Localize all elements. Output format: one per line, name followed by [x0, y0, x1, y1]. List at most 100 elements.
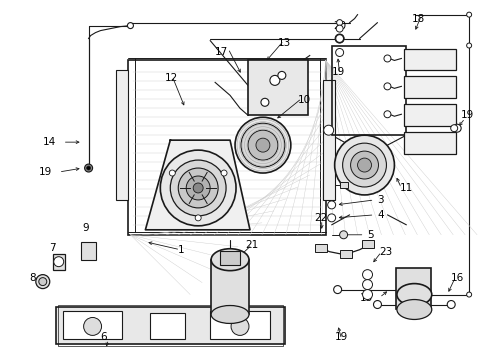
- Circle shape: [383, 111, 390, 118]
- Text: 3: 3: [377, 195, 384, 205]
- Bar: [62, 311, 122, 339]
- Bar: [210, 311, 269, 339]
- Text: 8: 8: [29, 273, 36, 283]
- Bar: [116, 71, 128, 200]
- Ellipse shape: [211, 249, 248, 271]
- Circle shape: [221, 170, 226, 176]
- Circle shape: [178, 168, 218, 208]
- Circle shape: [335, 35, 343, 42]
- Circle shape: [86, 166, 90, 170]
- Bar: [247, 60, 307, 115]
- Text: 2: 2: [377, 177, 384, 187]
- Circle shape: [39, 278, 47, 285]
- Text: 18: 18: [410, 14, 424, 24]
- Circle shape: [383, 55, 390, 62]
- Bar: [322, 80, 334, 200]
- Bar: [396, 268, 430, 310]
- Circle shape: [333, 285, 341, 293]
- Circle shape: [450, 125, 457, 132]
- Text: 4: 4: [377, 210, 384, 220]
- Bar: [128, 60, 325, 235]
- Circle shape: [160, 150, 236, 226]
- Circle shape: [342, 143, 386, 187]
- Circle shape: [357, 158, 371, 172]
- Circle shape: [334, 34, 344, 43]
- Text: 19: 19: [460, 110, 473, 120]
- Circle shape: [247, 130, 277, 160]
- Circle shape: [83, 318, 102, 336]
- Text: 20: 20: [333, 21, 346, 31]
- Circle shape: [269, 75, 279, 85]
- Text: 12: 12: [165, 73, 178, 84]
- Ellipse shape: [211, 306, 248, 323]
- Circle shape: [336, 20, 342, 26]
- Text: 14: 14: [42, 137, 56, 147]
- Text: 17: 17: [215, 48, 228, 58]
- Circle shape: [255, 138, 269, 152]
- Circle shape: [350, 151, 378, 179]
- Bar: [58, 305, 282, 346]
- Circle shape: [193, 183, 203, 193]
- Bar: [56, 306, 285, 345]
- Text: 6: 6: [101, 332, 107, 342]
- Circle shape: [36, 275, 50, 289]
- Circle shape: [362, 289, 372, 300]
- Bar: [331, 45, 406, 135]
- Circle shape: [277, 71, 285, 80]
- Circle shape: [466, 43, 470, 48]
- Bar: [150, 314, 185, 339]
- Text: 21: 21: [244, 240, 258, 250]
- Bar: [404, 132, 455, 154]
- Text: 5: 5: [367, 230, 373, 240]
- Circle shape: [54, 257, 63, 267]
- Circle shape: [339, 231, 347, 239]
- Text: 13: 13: [277, 37, 290, 48]
- Text: 11: 11: [399, 183, 412, 193]
- Ellipse shape: [396, 284, 431, 306]
- Bar: [339, 250, 351, 258]
- Circle shape: [327, 214, 335, 222]
- Bar: [404, 104, 455, 126]
- Bar: [53, 254, 64, 270]
- Circle shape: [383, 83, 390, 90]
- Circle shape: [466, 292, 470, 297]
- Text: 1: 1: [178, 245, 184, 255]
- Bar: [81, 242, 95, 260]
- Circle shape: [327, 201, 335, 209]
- Circle shape: [169, 170, 175, 176]
- Circle shape: [235, 117, 290, 173]
- Text: 7: 7: [49, 243, 55, 253]
- Circle shape: [186, 176, 210, 200]
- Circle shape: [334, 135, 394, 195]
- Circle shape: [447, 301, 454, 309]
- Circle shape: [85, 165, 92, 171]
- Circle shape: [335, 25, 343, 32]
- Circle shape: [195, 215, 201, 221]
- Circle shape: [84, 164, 92, 172]
- Bar: [339, 182, 347, 188]
- Circle shape: [335, 49, 343, 57]
- Bar: [220, 251, 240, 265]
- Text: 23: 23: [379, 247, 392, 257]
- Circle shape: [362, 270, 372, 280]
- Bar: [211, 260, 248, 315]
- Circle shape: [466, 12, 470, 17]
- Text: 15: 15: [359, 293, 372, 302]
- Circle shape: [170, 160, 225, 216]
- Circle shape: [362, 280, 372, 289]
- Circle shape: [373, 301, 381, 309]
- Bar: [404, 76, 455, 98]
- Circle shape: [241, 123, 285, 167]
- Text: 19: 19: [39, 167, 52, 177]
- Text: 9: 9: [82, 223, 89, 233]
- Text: 19: 19: [331, 67, 344, 77]
- Text: 16: 16: [450, 273, 464, 283]
- Text: 10: 10: [297, 95, 310, 105]
- Text: 22: 22: [314, 213, 327, 223]
- Ellipse shape: [396, 300, 431, 319]
- Polygon shape: [145, 140, 249, 230]
- Circle shape: [452, 124, 460, 132]
- Text: 19: 19: [334, 332, 347, 342]
- Bar: [314, 244, 326, 252]
- Circle shape: [261, 98, 268, 106]
